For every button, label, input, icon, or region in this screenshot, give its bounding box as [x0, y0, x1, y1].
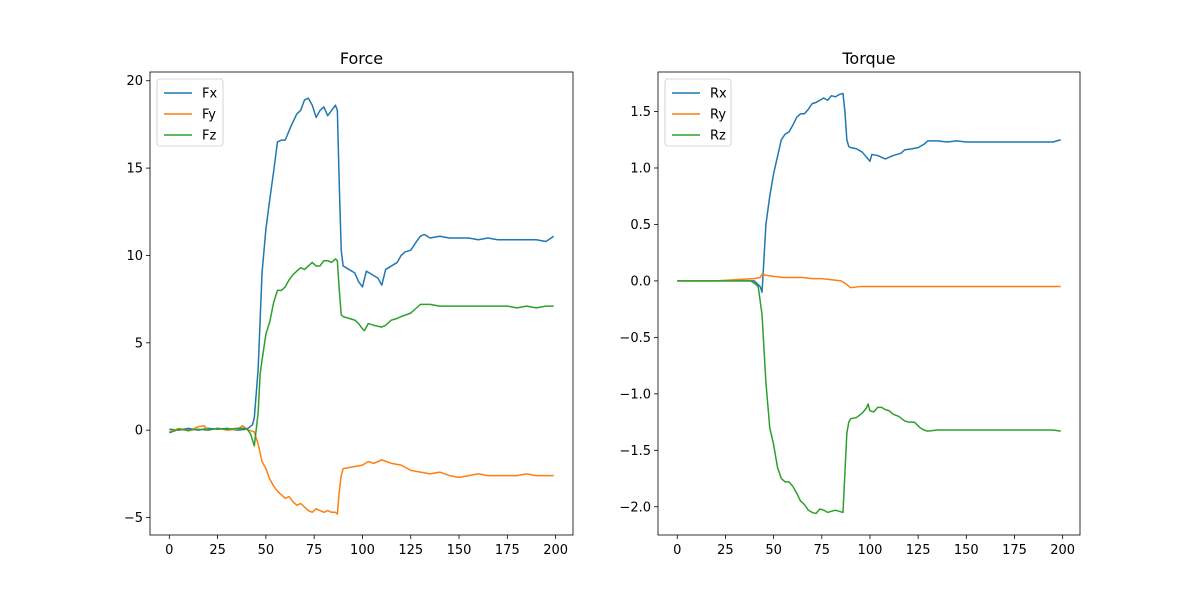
axes-frame — [657, 71, 1081, 536]
legend: Rx Ry Rz — [664, 78, 732, 147]
legend-label-rz: Rz — [710, 129, 726, 144]
series-line-fz — [169, 258, 554, 447]
legend-label-fz: Fz — [202, 129, 216, 144]
x-tick-label: 175 — [1002, 543, 1027, 558]
y-tick-label: 1.0 — [630, 161, 651, 176]
y-tick-label: 5 — [135, 336, 143, 351]
series-line-ry — [677, 273, 1061, 289]
x-tick-label: 100 — [350, 543, 375, 558]
series-group — [677, 92, 1061, 515]
x-tick-label: 0 — [673, 543, 681, 558]
x-tick-label: 50 — [765, 543, 782, 558]
legend-box — [664, 78, 732, 147]
y-tick-label: 20 — [126, 74, 143, 89]
legend: Fx Fy Fz — [156, 78, 224, 147]
axes-frame — [149, 71, 574, 536]
x-tick-label: 200 — [543, 543, 568, 558]
x-tick-label: 100 — [858, 543, 883, 558]
x-tick-label: 50 — [258, 543, 275, 558]
legend-label-ry: Ry — [710, 108, 726, 123]
y-tick-label: 1.5 — [630, 105, 651, 120]
x-tick-label: 150 — [954, 543, 979, 558]
x-tick-label: 125 — [906, 543, 931, 558]
chart-panel-force: 0 25 50 75 100 125 150 175 200−505101520ForceFxF… — [124, 49, 574, 558]
x-tick-label: 200 — [1050, 543, 1075, 558]
y-tick-label: −2.0 — [619, 500, 651, 515]
series-line-fx — [169, 97, 555, 431]
y-tick-label: −1.0 — [619, 387, 651, 402]
y-tick-label: 10 — [126, 249, 143, 264]
chart-panel-torque: 0 25 50 75 100 125 150 175 200 −2.0 −1.5 −1.0 −0.5 0.… — [619, 49, 1081, 558]
legend-label-rx: Rx — [710, 87, 727, 102]
y-tick-label: 15 — [126, 162, 143, 177]
chart-title: Force — [340, 49, 383, 68]
x-tick-label: 75 — [814, 543, 831, 558]
chart-title: Torque — [841, 49, 895, 68]
y-tick-label: 0.5 — [630, 218, 651, 233]
series-line-fy — [169, 425, 554, 515]
series-line-rx — [677, 92, 1061, 293]
x-tick-label: 75 — [306, 543, 323, 558]
series-line-rz — [677, 280, 1061, 515]
y-tick-label: −5 — [124, 511, 143, 526]
legend-label-fy: Fy — [202, 108, 216, 123]
y-tick-label: −1.5 — [619, 444, 651, 459]
legend-label-fx: Fx — [202, 87, 217, 102]
x-tick-label: 175 — [495, 543, 520, 558]
x-tick-label: 0 — [165, 543, 173, 558]
x-tick-label: 125 — [398, 543, 423, 558]
legend-box — [156, 78, 224, 147]
x-tick-label: 25 — [717, 543, 734, 558]
y-tick-label: 0.0 — [630, 274, 651, 289]
x-tick-label: 25 — [209, 543, 226, 558]
y-tick-label: 0 — [135, 424, 143, 439]
series-group — [169, 97, 555, 515]
x-tick-label: 150 — [447, 543, 472, 558]
y-tick-label: −0.5 — [619, 331, 651, 346]
